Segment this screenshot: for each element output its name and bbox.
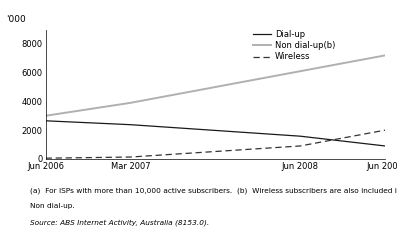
Dial-up [128,123,133,126]
Wireless [298,145,303,147]
Dial-up [43,119,48,122]
Wireless [43,157,48,160]
Wireless [383,129,387,131]
Text: Source: ABS Internet Activity, Australia (8153.0).: Source: ABS Internet Activity, Australia… [30,219,209,226]
Dial-up [298,135,303,138]
Non dial-up(b) [383,54,387,57]
Dial-up [383,145,387,147]
Non dial-up(b) [128,101,133,104]
Text: (a)  For ISPs with more than 10,000 active subscribers.  (b)  Wireless subscribe: (a) For ISPs with more than 10,000 activ… [30,187,397,194]
Text: Non dial-up.: Non dial-up. [30,203,75,209]
Non dial-up(b) [43,114,48,117]
Line: Non dial-up(b): Non dial-up(b) [46,55,385,116]
Text: '000: '000 [7,15,26,24]
Line: Wireless: Wireless [46,130,385,158]
Wireless [128,156,133,158]
Line: Dial-up: Dial-up [46,121,385,146]
Non dial-up(b) [298,70,303,73]
Legend: Dial-up, Non dial-up(b), Wireless: Dial-up, Non dial-up(b), Wireless [249,27,339,65]
